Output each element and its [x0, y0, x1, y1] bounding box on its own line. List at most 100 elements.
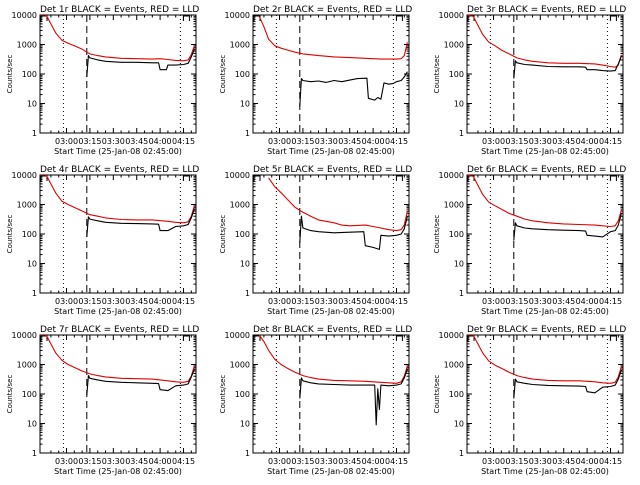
y-tick-label: 1000 — [444, 41, 464, 50]
x-tick-label: 03:30 — [102, 297, 125, 306]
y-tick-label: 100 — [22, 230, 37, 239]
x-tick-label: 03:15 — [78, 457, 101, 466]
x-tick-label: 03:45 — [125, 457, 148, 466]
y-tick-label: 1 — [245, 449, 250, 458]
y-tick-label: 1 — [459, 129, 464, 138]
y-tick-label: 1000 — [230, 201, 250, 210]
detector-plot-4: Det 4r BLACK = Events, RED = LLD 1 10 100 10… — [6, 165, 199, 316]
detector-plot-8: Det 8r BLACK = Events, RED = LLD 1 10 100 10… — [219, 325, 412, 476]
detector-plot-2: Det 2r BLACK = Events, RED = LLD 1 10 100 10… — [219, 5, 412, 156]
x-tick-label: 03:30 — [315, 457, 338, 466]
x-axis-label: Start Time (25-Jan-08 02:45:00) — [267, 307, 395, 316]
x-tick-label: 04:00 — [362, 137, 385, 146]
x-tick-label: 04:00 — [576, 297, 599, 306]
x-tick-label: 03:15 — [291, 297, 314, 306]
x-axis-label: Start Time (25-Jan-08 02:45:00) — [54, 307, 182, 316]
y-tick-label: 1 — [245, 129, 250, 138]
x-tick-label: 04:15 — [385, 137, 408, 146]
x-tick-label: 04:15 — [172, 457, 195, 466]
plot-series-group — [258, 16, 408, 107]
x-tick-label: 03:45 — [125, 137, 148, 146]
detector-plot-3: Det 3r BLACK = Events, RED = LLD 1 10 100 10… — [433, 5, 626, 156]
plot-series-group — [467, 15, 622, 79]
plot-title: Det 3r BLACK = Events, RED = LLD — [467, 5, 626, 15]
x-tick-label: 03:00 — [55, 137, 78, 146]
lld-series-line — [40, 335, 195, 383]
y-tick-label: 10000 — [225, 331, 250, 340]
corner-marker-left — [467, 335, 475, 341]
corner-marker-right — [182, 335, 190, 341]
events-series-line — [299, 215, 408, 250]
x-tick-label: 03:00 — [482, 297, 505, 306]
lld-series-line — [268, 177, 408, 232]
x-tick-label: 03:30 — [102, 457, 125, 466]
x-tick-label: 04:00 — [149, 137, 172, 146]
y-tick-label: 1 — [245, 289, 250, 298]
y-axis-label: Counts/sec — [6, 375, 14, 414]
y-tick-label: 10000 — [225, 171, 250, 180]
corner-marker-right — [395, 15, 403, 21]
x-tick-label: 03:15 — [505, 457, 528, 466]
detector-plot-9: Det 9r BLACK = Events, RED = LLD 1 10 100 10… — [433, 325, 626, 476]
lld-series-line — [40, 15, 195, 62]
x-tick-label: 03:15 — [78, 297, 101, 306]
plot-title: Det 5r BLACK = Events, RED = LLD — [253, 165, 412, 175]
y-tick-label: 100 — [235, 390, 250, 399]
x-tick-label: 03:30 — [529, 297, 552, 306]
plot-title: Det 6r BLACK = Events, RED = LLD — [467, 165, 626, 175]
plot-title: Det 4r BLACK = Events, RED = LLD — [40, 165, 199, 175]
y-tick-label: 10 — [27, 260, 37, 269]
y-axis-label: Counts/sec — [433, 215, 441, 254]
y-tick-label: 10 — [454, 420, 464, 429]
x-tick-label: 03:15 — [291, 457, 314, 466]
x-tick-label: 04:15 — [599, 297, 622, 306]
plot-title: Det 9r BLACK = Events, RED = LLD — [467, 325, 626, 335]
x-tick-label: 03:00 — [268, 137, 291, 146]
events-series-line — [86, 368, 195, 396]
y-tick-label: 10 — [240, 420, 250, 429]
y-axis-label: Counts/sec — [433, 55, 441, 94]
x-tick-label: 03:30 — [315, 297, 338, 306]
corner-marker-left — [40, 175, 48, 181]
corner-marker-left — [253, 335, 261, 341]
x-tick-label: 03:00 — [482, 457, 505, 466]
events-series-line — [86, 48, 195, 77]
plot-title: Det 8r BLACK = Events, RED = LLD — [253, 325, 412, 335]
x-tick-label: 03:45 — [552, 457, 575, 466]
y-tick-label: 100 — [449, 230, 464, 239]
x-tick-label: 04:15 — [385, 457, 408, 466]
plot-title: Det 7r BLACK = Events, RED = LLD — [40, 325, 199, 335]
y-tick-label: 100 — [235, 70, 250, 79]
corner-marker-left — [40, 335, 48, 341]
x-axis-label: Start Time (25-Jan-08 02:45:00) — [54, 467, 182, 476]
plot-series-group — [467, 335, 622, 399]
events-series-line — [299, 368, 408, 426]
lld-series-line — [258, 335, 408, 384]
y-axis-label: Counts/sec — [219, 215, 227, 254]
lld-series-line — [467, 15, 622, 68]
detector-plot-7: Det 7r BLACK = Events, RED = LLD 1 10 100 10… — [6, 325, 199, 476]
y-tick-label: 1 — [459, 289, 464, 298]
x-tick-label: 03:45 — [552, 137, 575, 146]
x-tick-label: 03:30 — [529, 457, 552, 466]
x-axis-label: Start Time (25-Jan-08 02:45:00) — [54, 147, 182, 156]
x-axis-label: Start Time (25-Jan-08 02:45:00) — [267, 147, 395, 156]
lld-series-line — [467, 335, 622, 384]
x-tick-label: 04:15 — [599, 137, 622, 146]
y-tick-label: 100 — [22, 390, 37, 399]
y-tick-label: 1 — [32, 449, 37, 458]
x-tick-label: 04:15 — [172, 137, 195, 146]
x-tick-label: 04:15 — [599, 457, 622, 466]
lld-series-line — [40, 175, 195, 224]
y-tick-label: 10000 — [12, 171, 37, 180]
corner-marker-right — [609, 175, 617, 181]
x-tick-label: 04:00 — [576, 137, 599, 146]
plot-title: Det 1r BLACK = Events, RED = LLD — [40, 5, 199, 15]
y-tick-label: 10000 — [12, 331, 37, 340]
y-axis-label: Counts/sec — [6, 55, 14, 94]
y-tick-label: 10 — [454, 260, 464, 269]
x-axis-label: Start Time (25-Jan-08 02:45:00) — [481, 467, 609, 476]
x-tick-label: 03:45 — [338, 457, 361, 466]
